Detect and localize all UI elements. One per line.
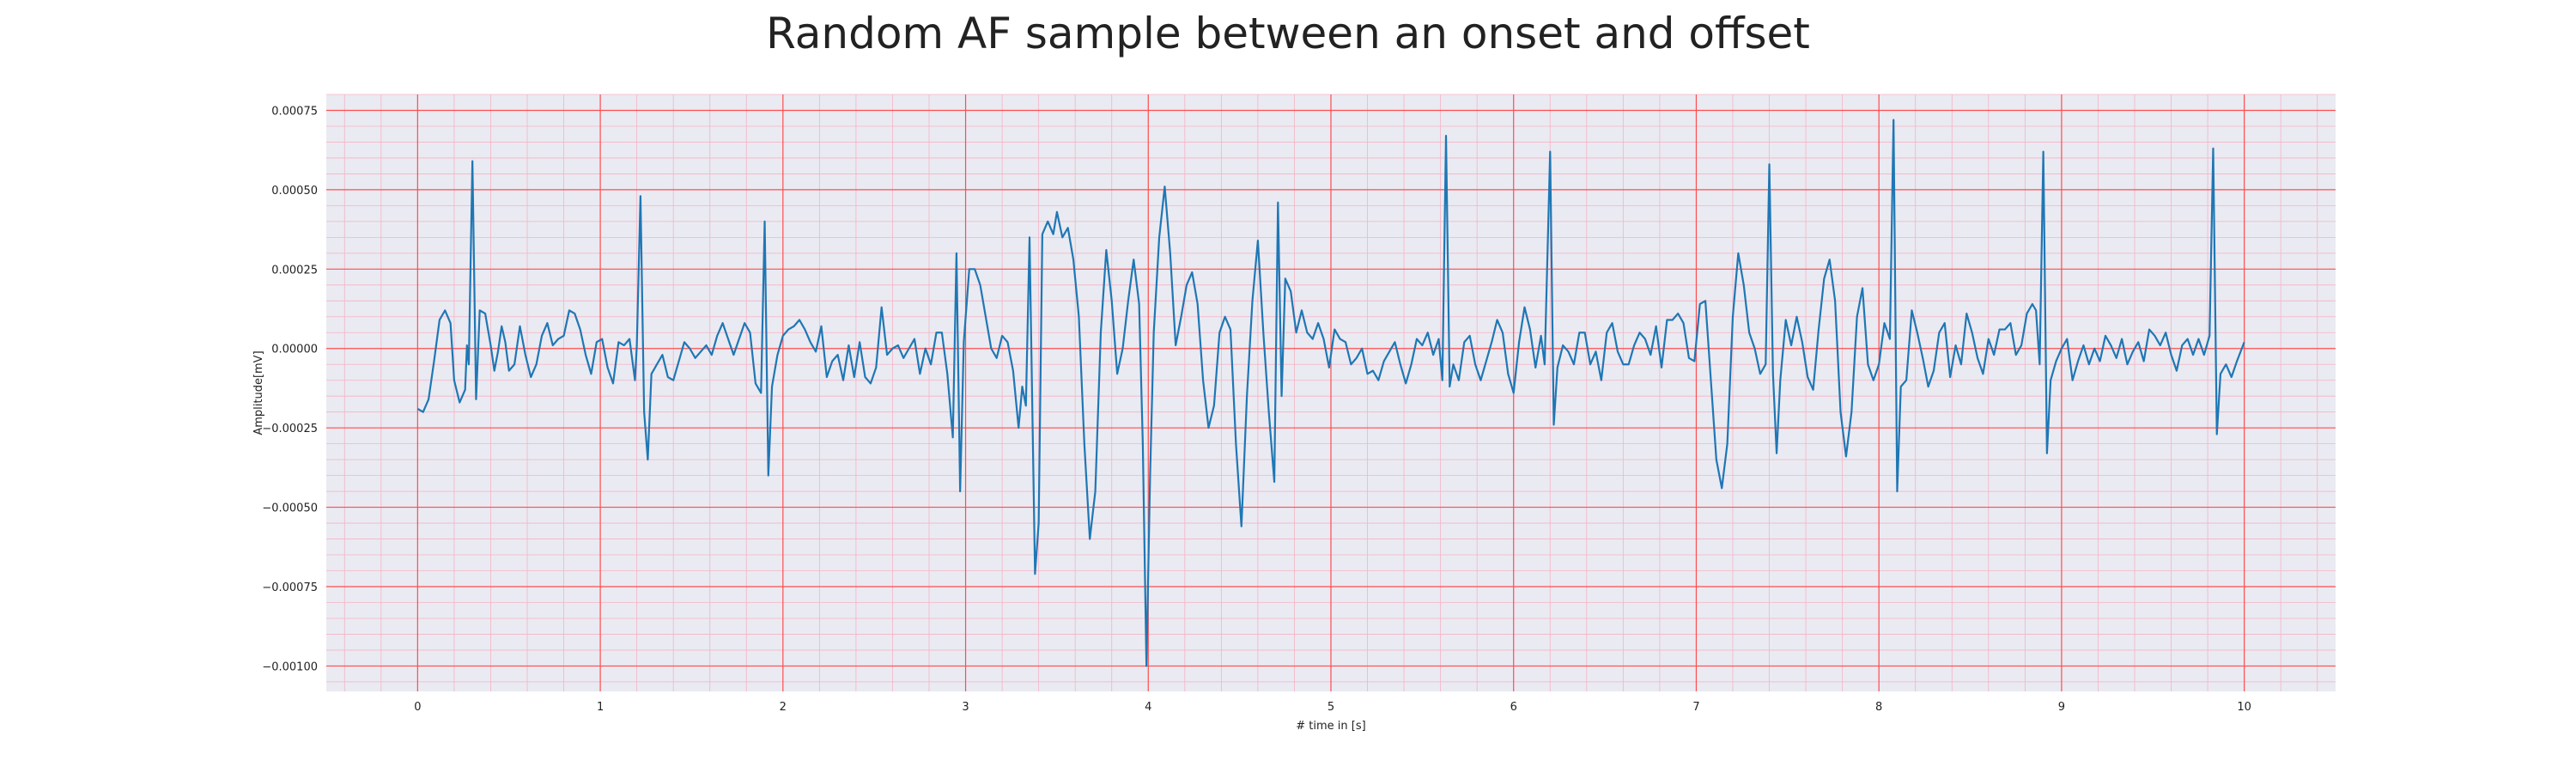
y-tick-label: 0.00075 <box>271 105 318 118</box>
x-tick-label: 3 <box>962 701 969 714</box>
x-tick-label: 2 <box>780 701 787 714</box>
x-axis-label: # time in [s] <box>1296 720 1365 733</box>
x-tick-label: 10 <box>2237 701 2251 714</box>
y-tick-label: −0.00025 <box>262 423 318 435</box>
y-tick-label: −0.00050 <box>262 502 318 515</box>
x-tick-label: 1 <box>597 701 604 714</box>
y-tick-label: −0.00100 <box>262 660 318 673</box>
y-tick-label: 0.00025 <box>271 264 318 277</box>
chart-title: Random AF sample between an onset and of… <box>766 9 1810 58</box>
x-tick-labels: 0 1 2 3 4 5 6 7 8 9 10 <box>414 701 2251 714</box>
x-tick-label: 5 <box>1327 701 1334 714</box>
x-tick-label: 6 <box>1510 701 1517 714</box>
y-tick-label: 0.00050 <box>271 185 318 198</box>
series-line <box>416 119 2245 667</box>
x-tick-label: 4 <box>1145 701 1151 714</box>
y-tick-labels: 0.00075 0.00050 0.00025 0.00000 −0.00025 −0.0… <box>262 105 318 673</box>
y-tick-label: 0.00000 <box>271 344 318 356</box>
x-tick-label: 0 <box>414 701 421 714</box>
series-layer <box>416 119 2245 667</box>
x-tick-label: 7 <box>1692 701 1699 714</box>
x-tick-label: 9 <box>2058 701 2065 714</box>
y-axis-label: Amplitude[mV] <box>252 350 265 435</box>
y-tick-label: −0.00075 <box>262 581 318 594</box>
x-tick-label: 8 <box>1875 701 1882 714</box>
